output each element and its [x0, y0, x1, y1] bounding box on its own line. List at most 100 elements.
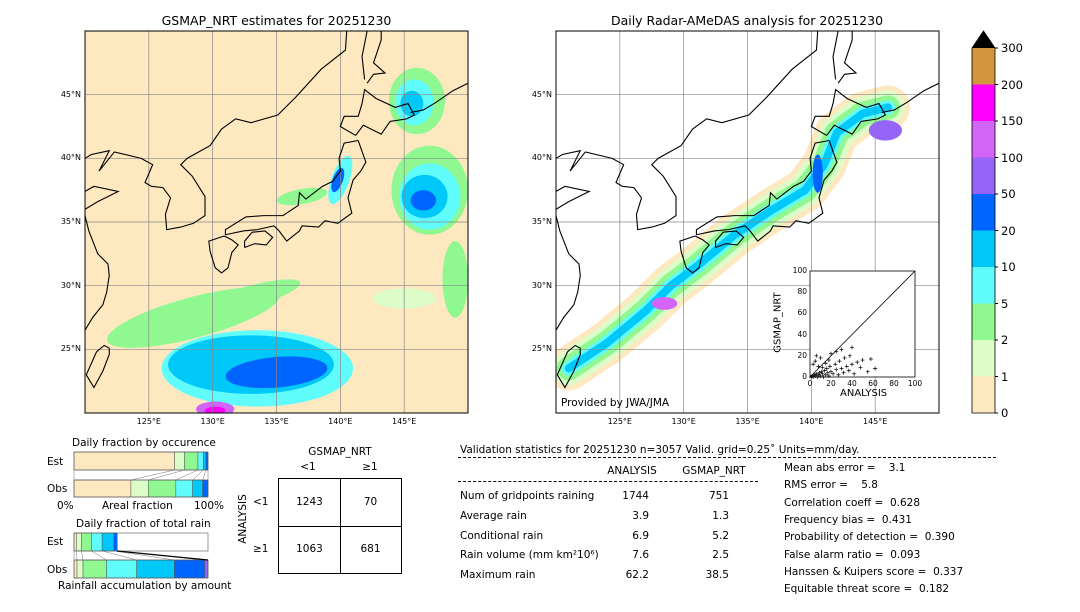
scatter-point	[815, 375, 820, 379]
scatter-point	[816, 372, 821, 377]
connector-line	[148, 469, 185, 481]
scatter-point	[833, 362, 838, 367]
colorbar-label: 100	[1001, 150, 1023, 165]
scatter-point	[811, 375, 816, 379]
stats-score: Correlation coeff = 0.628	[784, 496, 920, 509]
coastline-sakhalin	[832, 31, 858, 84]
scatter-point	[850, 345, 854, 350]
stats-analysis-value: 62.2	[625, 569, 649, 581]
contingency-table: 1243 70 1063 681	[278, 478, 402, 574]
scatter-point	[814, 371, 819, 376]
total-rain-obs-label: Obs	[47, 564, 68, 576]
fraction-segment	[204, 559, 209, 579]
total-rain-title: Daily fraction of total rain	[76, 518, 211, 530]
colorbar-label: 1	[1001, 369, 1009, 384]
colorbar	[971, 30, 998, 414]
occurrence-xlabel: Areal fraction	[102, 500, 173, 512]
latitude-tick-label: 30°N	[60, 280, 81, 290]
contingency-row-label: <1	[253, 496, 269, 508]
colorbar-label: 200	[1001, 77, 1023, 92]
fraction-segment	[106, 559, 137, 579]
coastline-honshu	[224, 139, 367, 242]
fraction-segment	[73, 532, 77, 552]
longitude-tick-label: 145°E	[862, 417, 888, 426]
stats-gsmap-value: 1.3	[712, 510, 729, 522]
scatter-point	[846, 368, 851, 373]
occurrence-x-left: 0%	[57, 500, 74, 512]
longitude-tick-label: 145°E	[391, 417, 417, 426]
fraction-segment	[82, 559, 107, 579]
coastline-shandong	[556, 185, 591, 210]
occurrence-est-bar	[73, 451, 209, 471]
scatter-ylabel: GSMAP_NRT	[772, 292, 784, 353]
stats-analysis-value: 6.9	[632, 530, 649, 542]
connector-line	[192, 469, 204, 481]
total-rain-xlabel: Rainfall accumulation by amount	[58, 580, 232, 592]
contingency-cell: 1243	[296, 496, 323, 508]
right-map	[555, 30, 940, 414]
latitude-tick-label: 40°N	[531, 153, 552, 163]
longitude-tick-label: 130°E	[200, 417, 225, 426]
scatter-xlabel: ANALYSIS	[840, 388, 888, 399]
connector-line	[76, 550, 78, 561]
coastline-china	[85, 215, 110, 331]
coastline-hokkaido	[339, 88, 416, 136]
scatter-point	[834, 367, 839, 372]
stats-row-label: Conditional rain	[460, 530, 544, 542]
stats-col-header: GSMAP_NRT	[682, 465, 746, 477]
scatter-y-tick: 40	[797, 329, 807, 339]
scatter-x-tick: 0	[807, 379, 813, 388]
colorbar-label: 10	[1001, 260, 1016, 274]
coastline-taiwan	[85, 344, 110, 389]
colorbar-label: 300	[1001, 41, 1023, 55]
fraction-segment	[184, 451, 199, 471]
colorbar-label: 2	[1001, 333, 1009, 347]
stats-row-label: Maximum rain	[460, 569, 536, 581]
coastline-kyushu	[208, 235, 239, 274]
latitude-tick-label: 45°N	[531, 89, 552, 99]
colorbar-segment	[972, 267, 995, 304]
coastline-china	[556, 215, 581, 331]
stats-analysis-value: 7.6	[632, 549, 649, 561]
stats-score: False alarm ratio = 0.093	[784, 548, 921, 561]
colorbar-label: 0	[1001, 406, 1009, 420]
longitude-tick-label: 125°E	[136, 417, 161, 426]
fraction-segment	[76, 559, 84, 579]
scatter-x-tick: 100	[907, 379, 923, 388]
scatter-point	[842, 355, 847, 360]
scatter-point	[860, 358, 865, 363]
scatter-point	[821, 375, 826, 379]
latitude-tick-label: 25°N	[531, 344, 552, 354]
connector-line	[117, 550, 209, 561]
contingency-row-label: ≥1	[253, 543, 269, 555]
scatter-point	[816, 364, 821, 369]
stats-score: Frequency bias = 0.431	[784, 513, 912, 526]
colorbar-segment	[972, 48, 995, 85]
scatter-x-tick: 80	[889, 379, 899, 388]
rain-contour	[410, 190, 437, 211]
data-credit: Provided by JWA/JMA	[561, 397, 670, 409]
connector-line	[175, 469, 199, 481]
fraction-segment	[202, 479, 209, 498]
coastline-mainland	[85, 31, 348, 231]
scatter-point	[817, 370, 822, 375]
fraction-segment	[136, 559, 175, 579]
scatter-point	[822, 368, 827, 373]
stats-col-header: ANALYSIS	[607, 465, 657, 477]
coastline-honshu	[695, 139, 838, 242]
scatter-x-tick: 40	[847, 379, 857, 388]
rain-contour	[868, 120, 902, 141]
longitude-tick-label: 140°E	[328, 417, 353, 426]
total-rain-obs-bar	[73, 559, 209, 579]
fraction-segment	[76, 532, 82, 552]
scatter-point	[865, 369, 870, 374]
stats-divider	[458, 457, 996, 458]
latitude-tick-label: 35°N	[531, 217, 552, 226]
colorbar-segment	[972, 376, 995, 413]
scatter-point	[839, 347, 844, 352]
stats-gsmap-value: 2.5	[712, 549, 729, 561]
connector-line	[102, 550, 137, 561]
longitude-tick-label: 125°E	[607, 417, 632, 426]
fraction-segment	[203, 451, 207, 471]
